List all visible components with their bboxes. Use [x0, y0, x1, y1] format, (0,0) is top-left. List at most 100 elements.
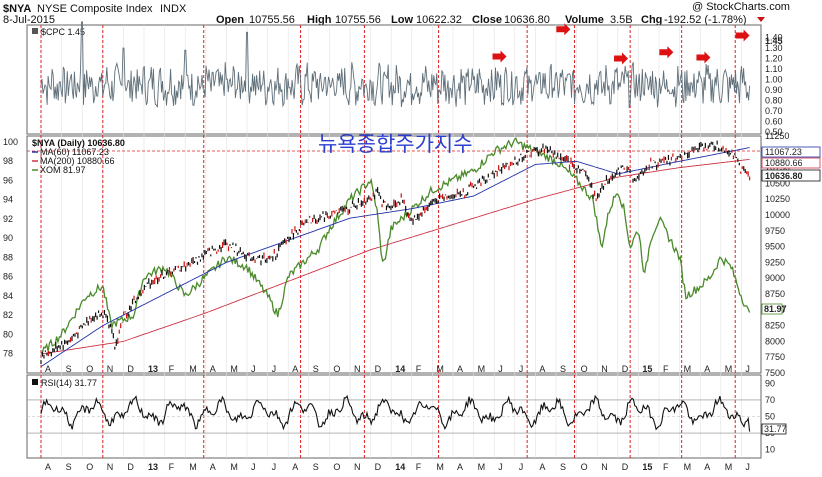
xom-value-label: 81.97 [764, 304, 787, 314]
month-label: D [622, 462, 629, 472]
cpc-last-label: 1.45 [765, 36, 783, 46]
price-tick-label: 9500 [765, 242, 785, 252]
ma200-value-box [761, 157, 821, 169]
month-label: M [684, 364, 692, 374]
month-label: A [45, 364, 51, 374]
price-value-label: 10636.80 [765, 171, 803, 181]
cpc-tick-label: 0.70 [765, 106, 783, 116]
xom-legend: XOM 81.97 [40, 165, 86, 175]
xom-tick-label: 86 [3, 272, 13, 282]
xom-value-box [761, 303, 783, 315]
red-arrow-icon [696, 51, 711, 64]
high-label: High [307, 14, 332, 26]
cpc-tick-label: 1.00 [765, 75, 783, 85]
month-label: O [333, 462, 340, 472]
month-label: J [745, 462, 750, 472]
cpc-spike-arrows [492, 23, 750, 65]
xom-tick-label: 100 [3, 137, 18, 147]
month-label: A [45, 462, 51, 472]
month-label: F [663, 364, 669, 374]
price-tick-label: 9250 [765, 257, 785, 267]
ma60-legend: MA(60) 11067.23 [40, 147, 109, 157]
month-label: D [127, 462, 134, 472]
ma200-line [40, 158, 750, 355]
xom-tick-label: 92 [3, 214, 13, 224]
month-label: 14 [395, 462, 405, 472]
ma60-value-box [761, 146, 821, 158]
open-label: Open [216, 14, 244, 26]
month-label: A [539, 462, 545, 472]
cpc-legend-swatch [32, 28, 38, 34]
month-label: A [292, 462, 298, 472]
xom-tick-label: 88 [3, 252, 13, 262]
month-label: M [189, 364, 197, 374]
month-label: A [210, 462, 216, 472]
rsi-tick-label: 70 [765, 395, 775, 405]
low-value: 10622.32 [416, 14, 462, 26]
month-label: O [86, 364, 93, 374]
price-tick-label: 7500 [765, 368, 785, 378]
volume-label: Volume [565, 14, 604, 26]
close-label: Close [472, 14, 502, 26]
xom-tick-label: 96 [3, 175, 13, 185]
price-legend: $NYA (Daily) 10636.80 MA(60) 11067.23 MA… [32, 138, 125, 175]
month-label: M [725, 462, 733, 472]
red-arrow-icon [735, 29, 750, 42]
chg-value: -192.52 (-1.78%) [664, 14, 747, 26]
xom-tick-label: 90 [3, 233, 13, 243]
rsi-tick-label: 10 [765, 445, 775, 455]
high-value: 10755.56 [335, 14, 381, 26]
cpc-tick-label: 1.30 [765, 43, 783, 53]
xom-tick-label: 98 [3, 156, 13, 166]
price-tick-label: 10500 [765, 178, 790, 188]
price-tick-label: 11250 [765, 131, 789, 141]
month-label: F [663, 462, 669, 472]
price-bars [40, 140, 751, 365]
ma200-legend: MA(200) 10880.66 [40, 156, 115, 166]
price-panel [26, 135, 762, 374]
close-value: 10636.80 [504, 14, 550, 26]
month-label: N [107, 364, 114, 374]
chart-date: 8-Jul-2015 [3, 14, 55, 26]
price-tick-label: 10250 [765, 194, 790, 204]
month-label: S [560, 462, 566, 472]
month-label: J [272, 364, 277, 374]
month-label: S [66, 364, 72, 374]
price-tick-label: 9000 [765, 273, 785, 283]
ma60-value-label: 11067.23 [765, 147, 802, 157]
month-label: S [313, 462, 319, 472]
month-label: F [169, 364, 175, 374]
red-arrow-icon [614, 52, 629, 65]
red-arrow-icon [556, 23, 571, 36]
red-arrow-icon [492, 50, 507, 63]
xom-line [40, 137, 751, 355]
price-right-axis: 7500775080008250850087509000925095009750… [765, 131, 790, 378]
stockcharts-credit: @ StockCharts.com [692, 1, 790, 13]
month-label: J [519, 364, 524, 374]
rsi-legend: RSI(14) 31.77 [32, 378, 97, 388]
cpc-title: $CPC 1.45 [41, 27, 85, 37]
symbol: $NYA [3, 3, 31, 15]
month-label: A [210, 364, 216, 374]
cpc-y-axis: 0.500.600.700.800.901.001.101.201.301.40 [765, 33, 783, 137]
rsi-title: RSI(14) 31.77 [41, 378, 97, 388]
month-label: J [272, 462, 277, 472]
month-label: D [622, 364, 629, 374]
cpc-tick-label: 0.50 [765, 127, 783, 137]
rsi-legend-swatch [32, 379, 38, 385]
month-label: A [292, 364, 298, 374]
ma60-line [40, 147, 750, 368]
month-label: M [189, 462, 197, 472]
cpc-tick-label: 0.60 [765, 116, 783, 126]
month-label: D [375, 462, 382, 472]
price-value-box [761, 169, 821, 182]
cpc-series-line [40, 21, 751, 109]
month-label: J [498, 462, 503, 472]
rsi-value-box [761, 423, 787, 435]
price-tick-label: 9750 [765, 226, 785, 236]
rsi-last-label: 31.77 [764, 424, 787, 434]
month-label: A [457, 364, 463, 374]
month-label: 13 [148, 364, 158, 374]
month-label: 14 [395, 364, 405, 374]
